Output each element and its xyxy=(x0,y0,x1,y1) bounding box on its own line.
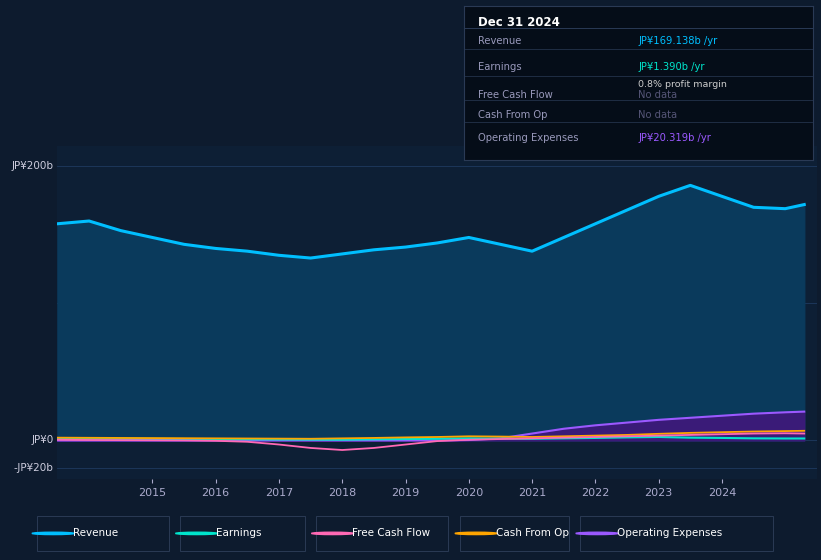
Text: JP¥169.138b /yr: JP¥169.138b /yr xyxy=(639,36,718,46)
Text: JP¥200b: JP¥200b xyxy=(11,161,53,171)
Text: Revenue: Revenue xyxy=(478,36,521,46)
Text: Earnings: Earnings xyxy=(217,529,262,538)
Text: No data: No data xyxy=(639,110,677,120)
Text: Free Cash Flow: Free Cash Flow xyxy=(478,90,553,100)
Text: Earnings: Earnings xyxy=(478,62,521,72)
Text: No data: No data xyxy=(639,90,677,100)
Circle shape xyxy=(311,532,354,535)
Text: Dec 31 2024: Dec 31 2024 xyxy=(478,16,560,29)
Text: Free Cash Flow: Free Cash Flow xyxy=(352,529,430,538)
Circle shape xyxy=(176,532,218,535)
Text: JP¥1.390b /yr: JP¥1.390b /yr xyxy=(639,62,704,72)
Circle shape xyxy=(576,532,618,535)
Text: Cash From Op: Cash From Op xyxy=(478,110,548,120)
Text: 0.8% profit margin: 0.8% profit margin xyxy=(639,80,727,89)
Text: Operating Expenses: Operating Expenses xyxy=(478,133,578,143)
Text: JP¥0: JP¥0 xyxy=(31,436,53,445)
Text: Cash From Op: Cash From Op xyxy=(496,529,569,538)
Circle shape xyxy=(32,532,75,535)
Text: Revenue: Revenue xyxy=(73,529,118,538)
Text: Operating Expenses: Operating Expenses xyxy=(617,529,722,538)
Text: -JP¥20b: -JP¥20b xyxy=(14,463,53,473)
Circle shape xyxy=(455,532,498,535)
Text: JP¥20.319b /yr: JP¥20.319b /yr xyxy=(639,133,711,143)
